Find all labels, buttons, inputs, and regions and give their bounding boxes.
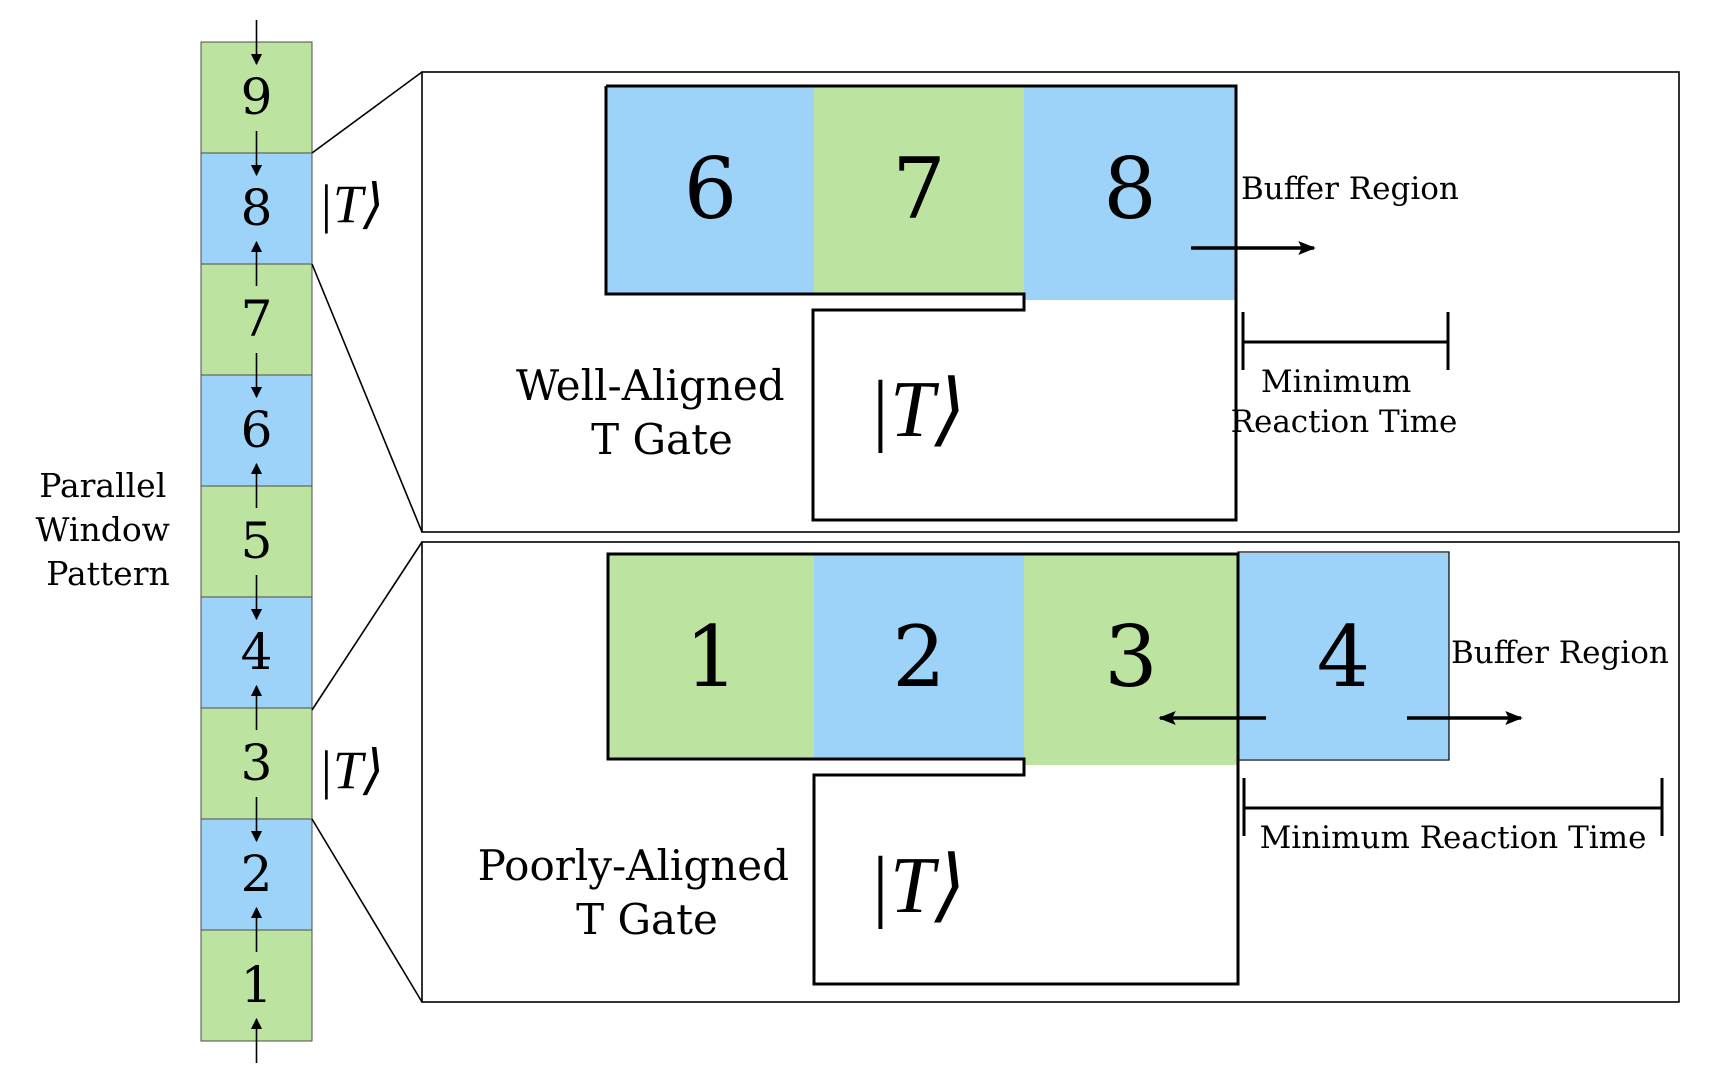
top-panel-windows: 6 7 8 xyxy=(607,87,1236,300)
top-panel: 6 7 8 |T⟩ Well-Aligned T Gate Buffer Regio… xyxy=(421,71,1680,533)
top-gate-label-line-1: Well-Aligned xyxy=(516,361,785,410)
panel-window-label-6: 6 xyxy=(684,140,737,238)
panel-window-label-4: 4 xyxy=(1317,608,1370,706)
top-reaction-label: Minimum Reaction Time xyxy=(1231,364,1458,440)
bottom-t-state-label: |T⟩ xyxy=(868,842,966,930)
window-column: 9 8 7 6 5 4 3 2 1 xyxy=(200,41,313,1042)
connector-top-upper xyxy=(311,71,423,154)
bottom-gate-label-line-1: Poorly-Aligned xyxy=(478,841,789,890)
column-window-label-9: 9 xyxy=(241,68,273,126)
t-state-marker-window-3: |T⟩ xyxy=(318,740,384,800)
panel-window-label-1: 1 xyxy=(685,608,738,706)
column-window-label-3: 3 xyxy=(241,734,273,792)
connector-top-lower xyxy=(311,263,423,533)
column-label-line-2: Window xyxy=(36,510,170,549)
top-gate-label-line-2: T Gate xyxy=(591,415,733,464)
top-window-6 xyxy=(607,87,814,294)
bottom-window-1 xyxy=(609,555,814,759)
top-reaction-label-line-2: Reaction Time xyxy=(1231,404,1458,440)
panel-window-label-3: 3 xyxy=(1104,608,1157,706)
top-reaction-label-line-1: Minimum xyxy=(1261,364,1411,400)
bottom-gate-label-line-2: T Gate xyxy=(576,895,718,944)
panel-window-label-2: 2 xyxy=(892,608,945,706)
window-4-outline xyxy=(1237,551,1450,761)
bottom-window-2 xyxy=(814,555,1024,759)
top-window-7 xyxy=(814,87,1024,294)
top-buffer-label: Buffer Region xyxy=(1241,171,1459,207)
bottom-reaction-label: Minimum Reaction Time xyxy=(1260,820,1647,856)
column-label: Parallel Window Pattern xyxy=(36,466,181,593)
column-label-line-1: Parallel xyxy=(39,466,166,505)
column-window-label-7: 7 xyxy=(241,290,273,348)
bottom-reaction-bracket xyxy=(1242,778,1664,836)
bottom-panel: 1 2 3 4 |T⟩ Poorly-Aligned T Gate Buffer Re… xyxy=(421,541,1680,1003)
bottom-window-4 xyxy=(1238,553,1449,759)
connector-bottom-lower xyxy=(311,818,423,1003)
column-window-label-1: 1 xyxy=(241,956,273,1014)
column-window-label-2: 2 xyxy=(241,845,273,903)
bottom-panel-frame xyxy=(421,541,1680,1003)
top-gate-label: Well-Aligned T Gate xyxy=(516,361,798,464)
column-markers: |T⟩ |T⟩ xyxy=(318,174,384,800)
top-panel-frame xyxy=(421,71,1680,533)
top-window-8 xyxy=(1024,87,1236,300)
column-window-label-4: 4 xyxy=(241,623,273,681)
column-window-label-5: 5 xyxy=(241,512,273,570)
zoom-connectors xyxy=(311,71,423,1003)
column-window-label-8: 8 xyxy=(241,179,273,237)
column-window-label-6: 6 xyxy=(241,401,273,459)
panel-window-label-8: 8 xyxy=(1103,140,1156,238)
bottom-gate-label: Poorly-Aligned T Gate xyxy=(478,841,803,944)
top-window-outline xyxy=(604,84,1238,522)
bottom-buffer-label: Buffer Region xyxy=(1451,635,1669,671)
t-state-marker-window-8: |T⟩ xyxy=(318,174,384,234)
top-t-state-label: |T⟩ xyxy=(868,366,966,454)
bottom-window-3 xyxy=(1024,555,1238,765)
panel-window-label-7: 7 xyxy=(892,140,945,238)
connector-bottom-upper xyxy=(311,541,423,711)
top-reaction-bracket xyxy=(1241,312,1450,370)
column-label-line-3: Pattern xyxy=(46,554,169,593)
bottom-panel-windows: 1 2 3 4 xyxy=(609,553,1449,765)
